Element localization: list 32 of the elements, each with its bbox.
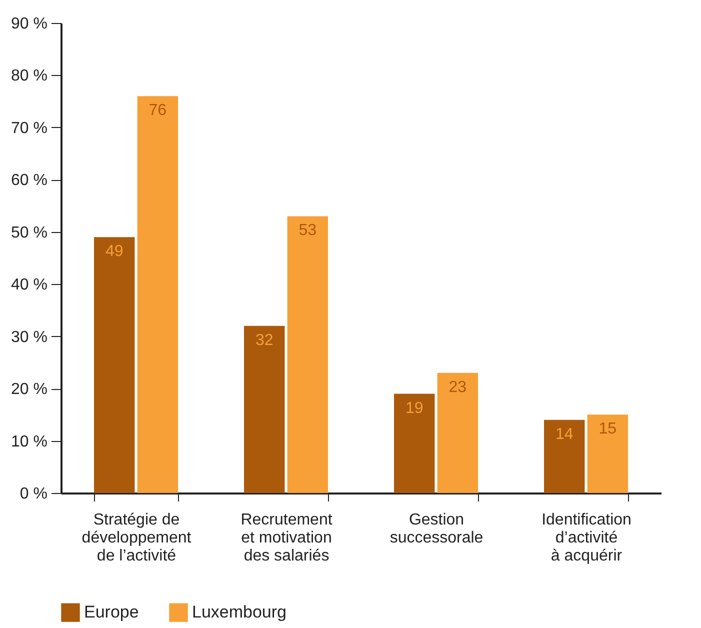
y-tick-label: 10 % (11, 433, 48, 450)
y-tick-label: 40 % (11, 276, 48, 294)
y-tick-label: 20 % (11, 381, 48, 398)
bar (244, 326, 285, 493)
legend-label: Luxembourg (192, 602, 287, 622)
y-tick-label: 0 % (20, 486, 48, 502)
bar (437, 372, 478, 493)
y-tick-label: 70 % (11, 120, 48, 137)
data-label: 19 (405, 400, 424, 417)
x-tick-label: Gestion successorale (390, 512, 484, 546)
x-tick-label: Stratégie de développement de l’activité (82, 512, 192, 564)
data-label: 49 (105, 243, 124, 260)
data-label: 14 (555, 426, 574, 443)
x-tick-label: Identification d’activité à acquérir (542, 512, 632, 564)
legend-label: Europe (84, 602, 139, 622)
bar (544, 420, 585, 493)
bar (287, 216, 328, 493)
x-tick-label: Recrutement et motivation des salariés (240, 512, 333, 564)
y-tick-label: 80 % (11, 68, 48, 85)
y-tick-label: 50 % (11, 224, 48, 242)
bar (587, 414, 628, 493)
y-tick-label: 60 % (11, 172, 48, 190)
data-label: 15 (598, 420, 617, 438)
bar (94, 237, 135, 493)
data-label: 53 (298, 222, 317, 240)
data-label: 32 (255, 332, 274, 349)
data-label: 23 (448, 378, 467, 396)
y-tick-label: 30 % (11, 328, 48, 346)
data-label: 76 (148, 102, 167, 120)
bar (394, 394, 435, 493)
y-tick-label: 90 % (11, 16, 48, 32)
bar (137, 96, 178, 493)
